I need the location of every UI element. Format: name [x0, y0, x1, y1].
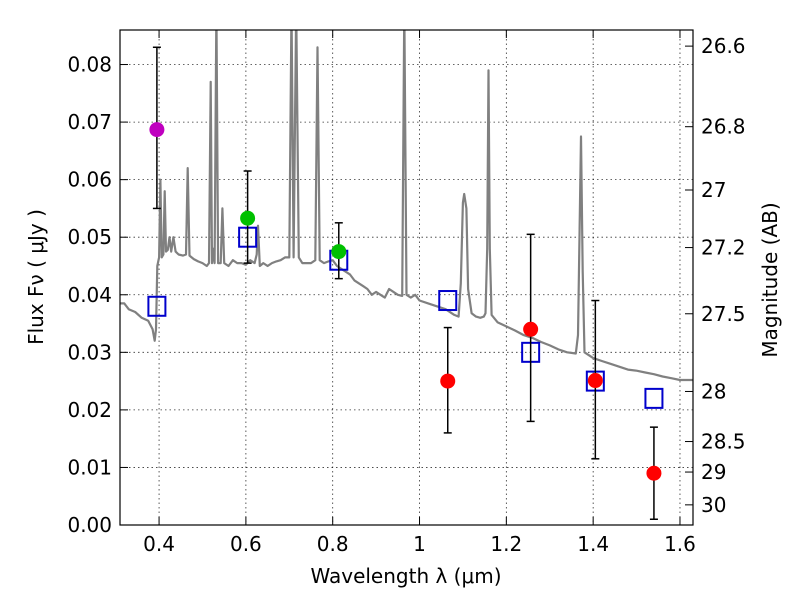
observed-point [149, 122, 165, 138]
y-tick-label: 0.07 [67, 110, 112, 134]
observed-point [523, 321, 539, 337]
y-tick-label: 0.01 [67, 455, 112, 479]
y-tick-label: 0.00 [67, 513, 112, 537]
y-axis-label: Flux Fν ( μJy ) [24, 209, 48, 345]
y-tick-label: 0.02 [67, 398, 112, 422]
x-tick-label: 0.8 [317, 532, 349, 556]
model-photometry-square [147, 295, 167, 317]
y2-tick-label: 28.5 [701, 430, 746, 454]
y2-tick-label: 27.5 [701, 302, 746, 326]
x-tick-label: 1.6 [664, 532, 696, 556]
x-tick-label: 1 [413, 532, 426, 556]
observed-point [646, 465, 662, 481]
y2-tick-label: 26.8 [701, 115, 746, 139]
model-photometry-square [438, 290, 458, 312]
y2-tick-label: 30 [701, 493, 726, 517]
y-tick-label: 0.05 [67, 225, 112, 249]
x-tick-label: 1.4 [577, 532, 609, 556]
x-tick-label: 0.4 [143, 532, 175, 556]
x-axis-label: Wavelength λ (μm) [310, 564, 501, 588]
observed-point [440, 373, 456, 389]
y2-tick-label: 26.6 [701, 34, 746, 58]
x-tick-label: 1.2 [490, 532, 522, 556]
x-tick-label: 0.6 [230, 532, 262, 556]
y2-tick-label: 28 [701, 379, 726, 403]
model-photometry-square [644, 387, 664, 409]
y2-tick-label: 27 [701, 178, 726, 202]
data-layer [120, 30, 693, 520]
tick-layer: 0.4 0.6 0.8 1 1.2 1.4 1.6 0.00 0.01 0.02 0.03 0.04 0… [67, 30, 746, 556]
y-tick-label: 0.06 [67, 168, 112, 192]
observed-point [587, 373, 603, 389]
model-spectrum-line [120, 30, 693, 382]
y2-axis-label: Magnitude (AB) [758, 202, 782, 357]
plot-frame [119, 29, 694, 526]
y-tick-label: 0.08 [67, 53, 112, 77]
y2-tick-label: 29 [701, 460, 726, 484]
y2-tick-label: 27.2 [701, 236, 746, 260]
observed-point [240, 210, 256, 226]
y-tick-label: 0.04 [67, 283, 112, 307]
observed-point [331, 244, 347, 260]
y-tick-label: 0.03 [67, 340, 112, 364]
